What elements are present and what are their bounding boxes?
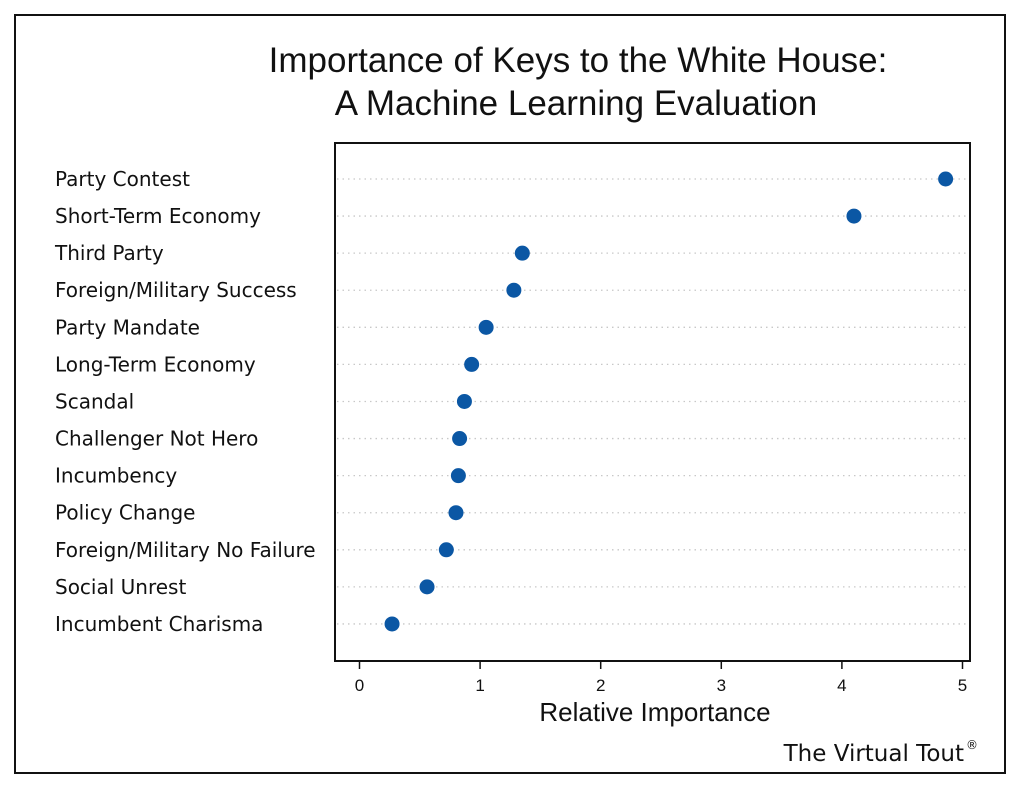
data-point	[452, 431, 468, 447]
registered-mark-icon: ®	[966, 738, 978, 752]
chart-title-line-2: A Machine Learning Evaluation	[335, 84, 818, 123]
x-axis-title: Relative Importance	[539, 697, 770, 727]
data-point	[464, 356, 480, 372]
data-point	[448, 505, 464, 521]
plot-area-border	[334, 142, 971, 662]
data-point	[438, 542, 454, 558]
data-point	[478, 319, 494, 335]
data-point	[419, 579, 435, 595]
data-point	[384, 616, 400, 632]
category-label: Social Unrest	[55, 575, 186, 599]
x-tick-label: 1	[475, 676, 484, 695]
data-point	[514, 245, 530, 261]
category-label: Policy Change	[55, 501, 195, 525]
category-label: Incumbency	[55, 464, 177, 488]
category-label: Third Party	[54, 241, 164, 265]
data-point	[846, 208, 862, 224]
data-point	[450, 468, 466, 484]
watermark-text: The Virtual Tout	[783, 741, 964, 767]
category-label: Long-Term Economy	[55, 352, 256, 376]
category-labels: Party Contest Short-Term Economy Third Par…	[54, 167, 316, 636]
x-tick-label: 3	[717, 676, 726, 695]
x-axis-ticks: 0 1 2 3 4 5	[355, 661, 967, 695]
guide-lines	[337, 178, 968, 625]
category-label: Short-Term Economy	[55, 204, 261, 228]
category-label: Party Mandate	[55, 315, 200, 339]
chart-title-line-1: Importance of Keys to the White House:	[269, 41, 888, 80]
category-label: Foreign/Military Success	[55, 278, 297, 302]
x-tick-label: 0	[355, 676, 364, 695]
x-tick-label: 5	[958, 676, 967, 695]
category-label: Incumbent Charisma	[55, 612, 263, 636]
x-tick-label: 2	[596, 676, 605, 695]
data-point	[938, 171, 954, 187]
data-point	[506, 282, 522, 298]
data-point	[456, 393, 472, 409]
category-label: Scandal	[55, 389, 134, 413]
chart-frame	[14, 14, 1006, 774]
category-label: Foreign/Military No Failure	[55, 538, 316, 562]
category-label: Challenger Not Hero	[55, 427, 258, 451]
data-points	[384, 171, 954, 632]
category-label: Party Contest	[55, 167, 190, 191]
x-tick-label: 4	[837, 676, 846, 695]
